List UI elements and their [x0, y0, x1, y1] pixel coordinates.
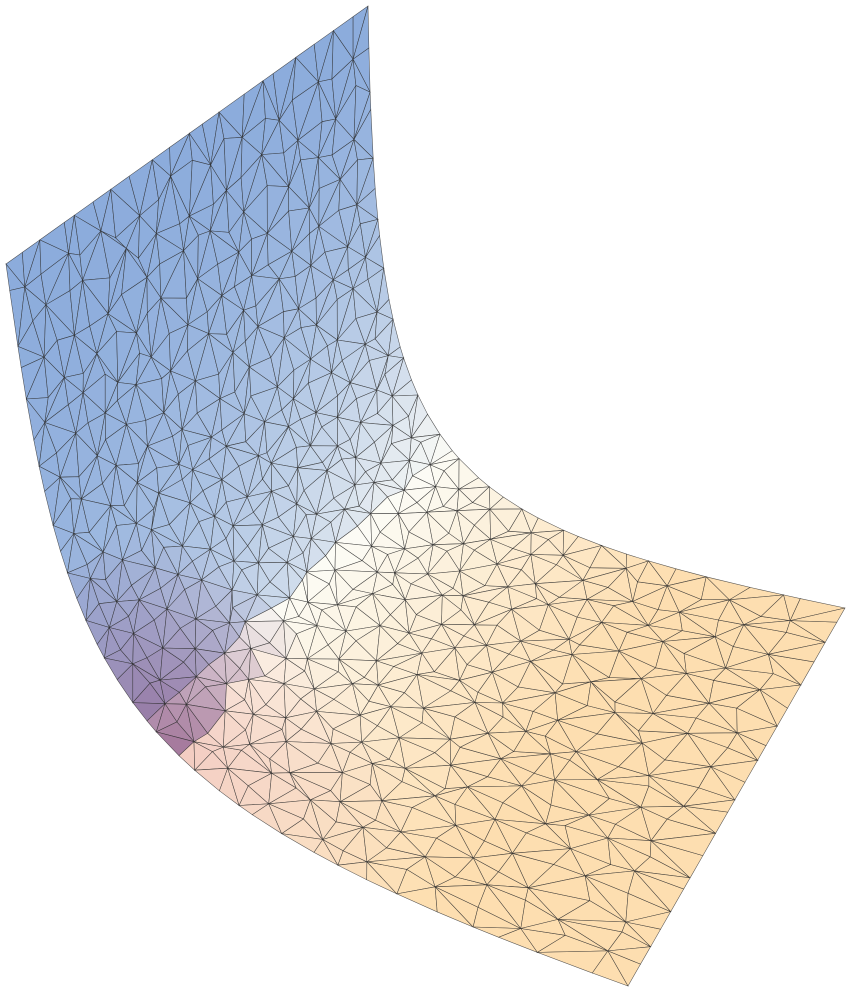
- mesh-face: [759, 684, 802, 709]
- mesh-face: [607, 946, 652, 965]
- mesh-face: [736, 725, 778, 746]
- mesh-face: [650, 832, 717, 856]
- mesh-face: [790, 607, 846, 623]
- mesh-face: [625, 911, 672, 930]
- mesh-face: [634, 870, 691, 890]
- mesh: [5, 5, 846, 987]
- mesh-face: [683, 799, 736, 813]
- mesh-face: [709, 759, 759, 783]
- mesh-face: [768, 642, 826, 663]
- mesh-face: [336, 861, 368, 881]
